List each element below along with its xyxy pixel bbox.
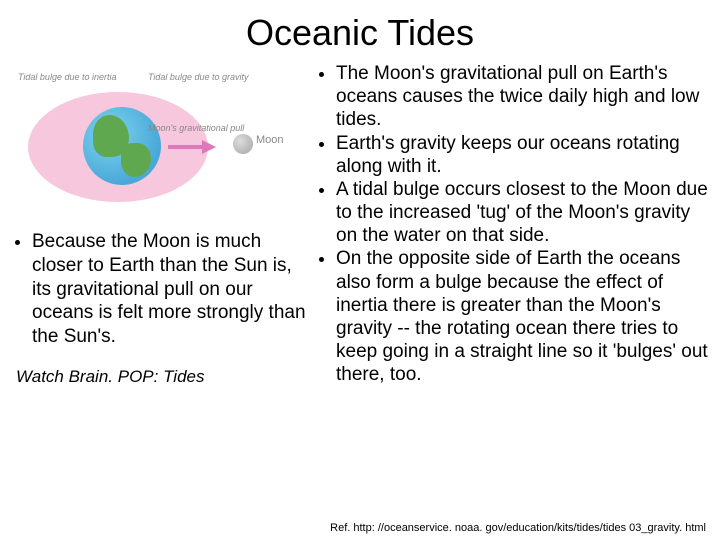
list-item: Earth's gravity keeps our oceans rotatin… — [336, 132, 708, 178]
left-bullet-item: Because the Moon is much closer to Earth… — [32, 230, 312, 349]
arrow-icon — [168, 142, 216, 152]
label-moon: Moon — [256, 134, 284, 146]
right-column: The Moon's gravitational pull on Earth's… — [312, 62, 708, 387]
watch-link[interactable]: Watch Brain. POP: Tides — [16, 367, 312, 387]
left-bullet-list: Because the Moon is much closer to Earth… — [12, 230, 312, 349]
label-pull: Moon's gravitational pull — [148, 124, 244, 134]
left-column: Tidal bulge due to inertia Tidal bulge d… — [12, 62, 312, 387]
list-item: A tidal bulge occurs closest to the Moon… — [336, 178, 708, 248]
tidal-diagram: Tidal bulge due to inertia Tidal bulge d… — [18, 62, 298, 222]
moon-icon — [233, 134, 253, 154]
label-inertia: Tidal bulge due to inertia — [18, 72, 117, 82]
content-area: Tidal bulge due to inertia Tidal bulge d… — [0, 54, 720, 387]
reference-text: Ref. http: //oceanservice. noaa. gov/edu… — [330, 522, 706, 534]
list-item: On the opposite side of Earth the oceans… — [336, 247, 708, 386]
right-bullet-list: The Moon's gravitational pull on Earth's… — [316, 62, 708, 386]
list-item: The Moon's gravitational pull on Earth's… — [336, 62, 708, 132]
label-gravity: Tidal bulge due to gravity — [148, 72, 248, 82]
page-title: Oceanic Tides — [0, 0, 720, 54]
earth-icon — [83, 107, 161, 185]
